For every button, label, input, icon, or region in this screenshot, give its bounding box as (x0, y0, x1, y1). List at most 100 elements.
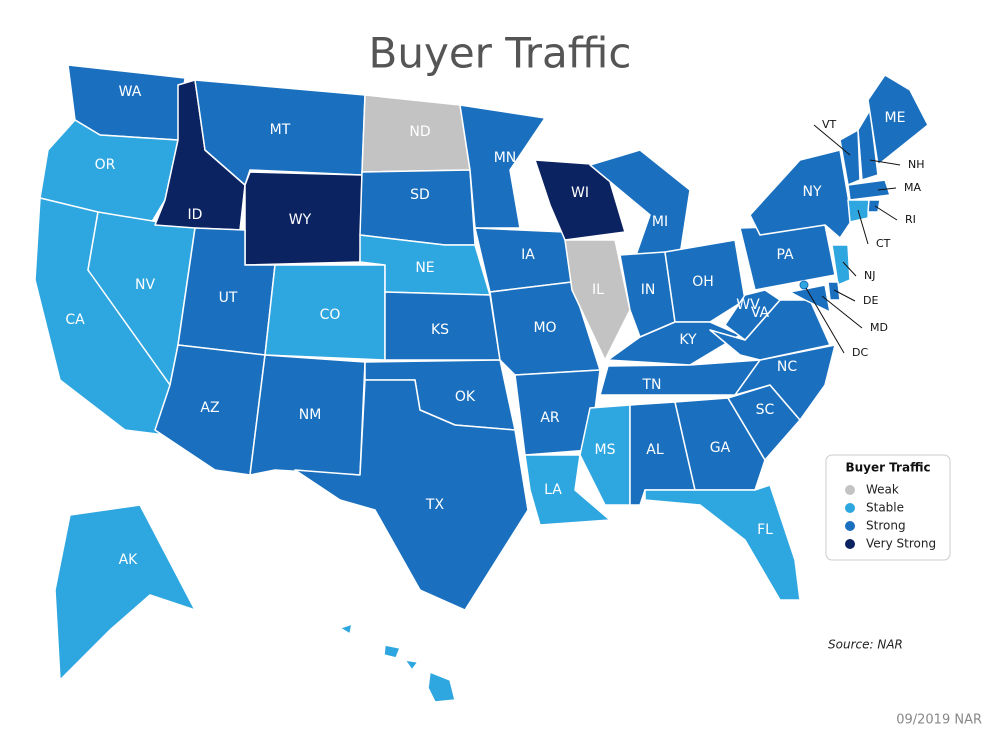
legend-label: Weak (866, 483, 899, 497)
state (294, 379, 529, 611)
state-label: OH (692, 274, 714, 290)
state-label: AZ (200, 400, 219, 416)
callout-line (877, 187, 897, 191)
callout-line (821, 295, 863, 329)
legend: Weak Stable Strong Very Strong (845, 483, 936, 551)
state (674, 397, 766, 491)
state-label: SD (410, 187, 430, 203)
state-label: OR (95, 157, 116, 173)
state-label: NM (299, 407, 322, 423)
state-label: NH (908, 158, 925, 171)
state-label: DC (852, 346, 868, 359)
state-label: TX (425, 497, 445, 513)
state (607, 321, 741, 366)
state (579, 404, 631, 506)
state-label: ID (188, 207, 203, 223)
state-label: UT (219, 290, 238, 306)
state-label: IL (592, 282, 604, 298)
state (664, 239, 746, 323)
state (339, 623, 353, 635)
state-label: CT (876, 237, 891, 250)
state-label: MS (595, 442, 616, 458)
state (644, 484, 801, 601)
state-label: NC (777, 359, 797, 375)
state-label: MI (652, 214, 668, 230)
states (34, 64, 929, 703)
state-label: MD (870, 321, 888, 334)
state (599, 359, 761, 396)
state (54, 504, 196, 681)
state-label: NJ (864, 269, 875, 282)
legend-box (825, 454, 951, 561)
state-label: ND (409, 124, 430, 140)
legend-swatch (845, 539, 855, 549)
state (383, 644, 401, 659)
state-label: KY (679, 332, 697, 348)
state-label: MN (494, 150, 517, 166)
state-label: AK (119, 552, 139, 568)
state-labels: WA OR CA NV ID MT WY UT CO AZ NM ND SD NE KS OK TX MN IA MO… (65, 84, 924, 670)
callout-line (813, 124, 851, 156)
state (359, 169, 476, 246)
state-label: VT (822, 118, 837, 131)
state-label: AR (540, 410, 560, 426)
state (724, 289, 781, 341)
state (839, 129, 861, 186)
state (867, 74, 929, 166)
state-label: AL (646, 442, 664, 458)
callout-line (833, 289, 856, 302)
legend-label: Strong (866, 519, 906, 533)
state-label: WI (571, 185, 589, 201)
state-label: OK (455, 389, 476, 405)
state-label: HI (366, 654, 381, 670)
state-label: VA (751, 305, 770, 321)
state-label: DE (863, 294, 878, 307)
state (244, 171, 363, 266)
state-label: RI (905, 213, 916, 226)
callout-line (805, 287, 845, 354)
state (404, 659, 419, 671)
state-label: TN (641, 377, 661, 393)
state-label: ME (885, 110, 906, 126)
legend-label: Very Strong (866, 537, 936, 551)
source: Source: NAR (828, 638, 903, 652)
state-label: MO (533, 320, 556, 336)
state-label: CO (320, 307, 341, 323)
state (827, 281, 841, 301)
state-label: WA (119, 84, 142, 100)
state-label: IA (521, 247, 535, 263)
state (799, 280, 809, 290)
state-label: MT (270, 122, 291, 138)
legend-label: Stable (866, 501, 904, 515)
state-label: GA (710, 440, 731, 456)
state (857, 109, 879, 181)
legend-title: Buyer Traffic (845, 461, 930, 475)
state-label: FL (757, 522, 773, 538)
state-label: CA (65, 312, 85, 328)
state-label: KS (431, 322, 449, 338)
legend-swatch (845, 485, 855, 495)
state (39, 119, 179, 226)
callout-line (869, 159, 901, 166)
state (831, 244, 851, 286)
state-label: NV (135, 277, 155, 293)
state-label: WV (736, 297, 760, 313)
callout-line (874, 205, 898, 221)
state-label: NE (415, 260, 434, 276)
date: 09/2019 NAR (896, 713, 982, 728)
state (749, 149, 853, 239)
callout-line (857, 209, 869, 245)
state-label: WY (289, 212, 312, 228)
state-label: PA (776, 247, 794, 263)
callout-line (842, 261, 857, 277)
state (459, 104, 546, 229)
state-label: IN (641, 282, 656, 298)
state-label: SC (756, 402, 775, 418)
state-label: LA (544, 482, 562, 498)
state (847, 179, 891, 201)
state-label: NY (802, 184, 821, 200)
state (564, 239, 631, 361)
state (427, 671, 456, 703)
state-label: MA (904, 181, 921, 194)
